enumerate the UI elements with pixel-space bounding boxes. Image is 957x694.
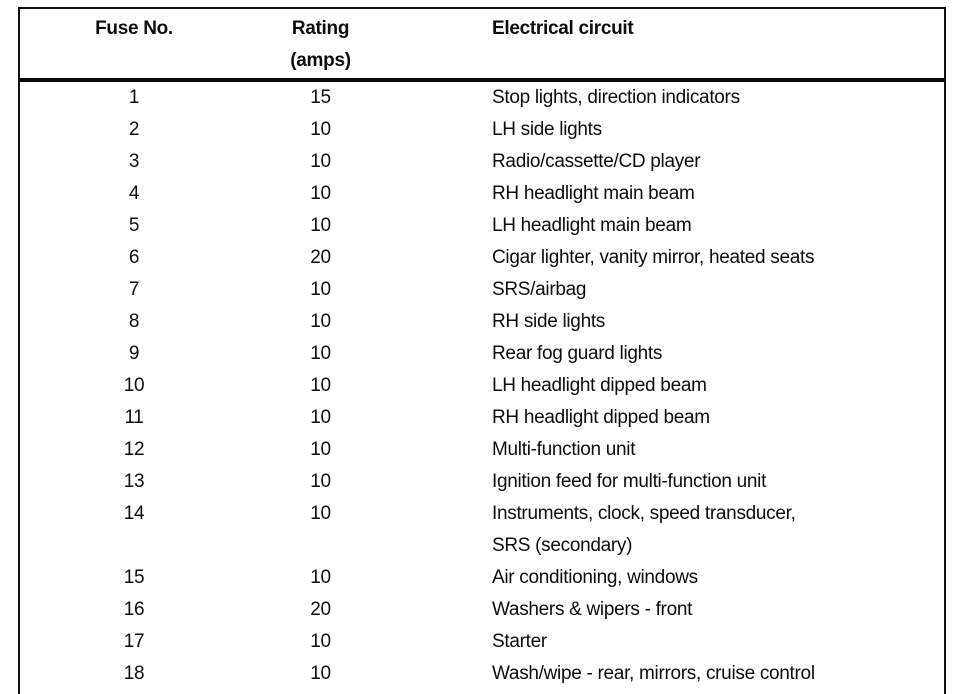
fuse-rating: 10 [310,663,331,684]
table-row: 3 10 Radio/cassette/CD player [20,146,944,178]
fuse-number: 10 [123,375,145,396]
table-row: 9 10 Rear fog guard lights [20,338,944,370]
table-row: 18 10 Wash/wipe - rear, mirrors, cruise … [20,658,944,690]
fuse-rating: 10 [310,471,331,492]
fuse-number: 14 [123,503,145,524]
table-row: 8 10 RH side lights [20,306,944,338]
table-row: 13 10 Ignition feed for multi-function u… [20,466,944,498]
table-row: 5 10 LH headlight main beam [20,210,944,242]
fuse-number: 7 [128,279,140,300]
fuse-circuit: Air conditioning, windows [492,567,698,588]
fuse-circuit: Stop lights, direction indicators [492,87,740,108]
fuse-number: 3 [128,151,140,172]
fuse-rating: 10 [310,183,331,204]
fuse-circuit: Starter [492,631,547,652]
fuse-number: 16 [123,599,145,620]
fuse-number: 18 [123,663,145,684]
fuse-number: 1 [128,87,140,108]
fuse-number: 9 [128,343,140,364]
fuse-rating: 10 [310,439,331,460]
fuse-rating: 20 [310,599,331,620]
fuse-circuit: Radio/cassette/CD player [492,151,701,172]
fuse-circuit: Wash/wipe - rear, mirrors, cruise contro… [492,663,815,684]
fuse-rating: 10 [310,343,331,364]
fuse-rating: 10 [310,151,331,172]
table-row: 1 15 Stop lights, direction indicators [20,82,944,114]
fuse-number: 4 [128,183,140,204]
fuse-circuit: LH side lights [492,119,602,140]
fuse-circuit: Rear fog guard lights [492,343,663,364]
table-row: 2 10 LH side lights [20,114,944,146]
table-row: 10 10 LH headlight dipped beam [20,370,944,402]
fuse-circuit: LH headlight main beam [492,215,692,236]
table-row: 14 10 Instruments, clock, speed transduc… [20,498,944,562]
fuse-rating: 10 [310,375,331,396]
table-row: 16 20 Washers & wipers - front [20,594,944,626]
fuse-circuit: Washers & wipers - front [492,599,693,620]
table-row: 6 20 Cigar lighter, vanity mirror, heate… [20,242,944,274]
fuse-circuit: Instruments, clock, speed transducer, SR… [492,503,796,556]
fuse-circuit: RH headlight main beam [492,183,695,204]
fuse-number: 11 [124,407,144,428]
fuse-circuit: RH side lights [492,311,606,332]
fuse-number: 13 [123,471,145,492]
table-row: 4 10 RH headlight main beam [20,178,944,210]
header-fuse-no: Fuse No. [95,18,173,39]
fuse-rating: 10 [310,631,331,652]
table-row: 12 10 Multi-function unit [20,434,944,466]
fuse-number: 12 [123,439,145,460]
fuse-circuit: Cigar lighter, vanity mirror, heated sea… [492,247,815,268]
fuse-rating: 10 [310,311,331,332]
table-row: 17 10 Starter [20,626,944,658]
fuse-number: 2 [128,119,140,140]
fuse-table-header: Fuse No. Rating (amps) Electrical circui… [20,9,944,82]
fuse-circuit: Multi-function unit [492,439,636,460]
fuse-table: Fuse No. Rating (amps) Electrical circui… [18,7,946,694]
fuse-number: 8 [128,311,140,332]
fuse-number: 15 [123,567,145,588]
fuse-number: 17 [123,631,145,652]
fuse-circuit: Ignition feed for multi-function unit [492,471,767,492]
fuse-rating: 10 [310,215,331,236]
fuse-circuit: RH headlight dipped beam [492,407,710,428]
table-row: 15 10 Air conditioning, windows [20,562,944,594]
header-rating: Rating (amps) [290,18,351,71]
fuse-rating: 10 [310,567,331,588]
fuse-rating: 10 [310,407,331,428]
fuse-number: 5 [128,215,140,236]
fuse-circuit: SRS/airbag [492,279,587,300]
fuse-circuit: LH headlight dipped beam [492,375,707,396]
fuse-rating: 10 [310,503,331,524]
fuse-rating: 15 [310,87,331,108]
table-row: 11 10 RH headlight dipped beam [20,402,944,434]
fuse-rating: 20 [310,247,331,268]
table-row: 7 10 SRS/airbag [20,274,944,306]
fuse-table-body: 1 15 Stop lights, direction indicators 2… [20,82,944,690]
header-electrical-circuit: Electrical circuit [492,18,634,39]
fuse-rating: 10 [310,119,331,140]
fuse-number: 6 [128,247,140,268]
fuse-rating: 10 [310,279,331,300]
